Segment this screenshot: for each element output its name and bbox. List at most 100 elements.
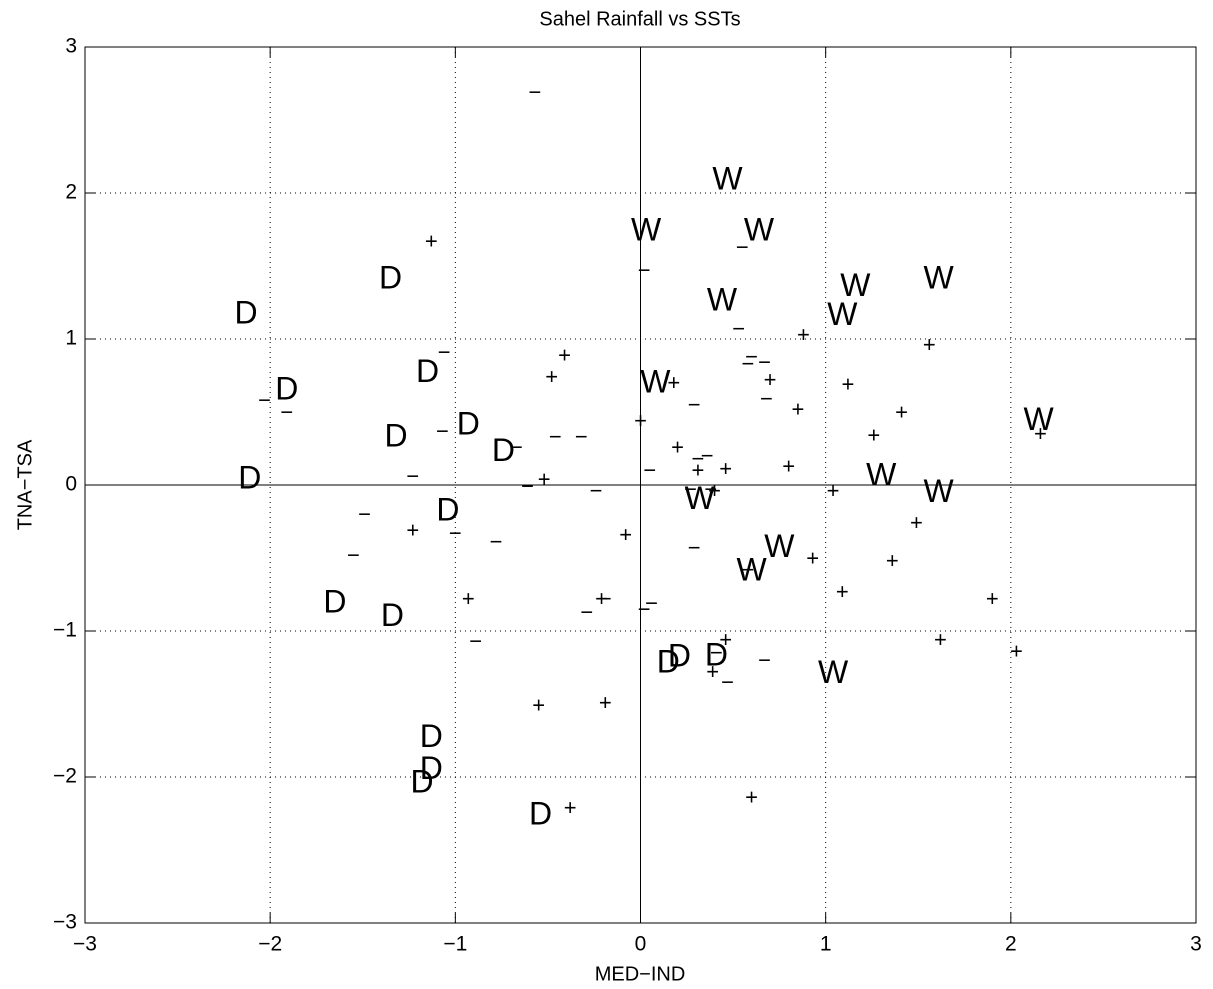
point: D [323, 584, 346, 620]
point: D [235, 295, 258, 331]
point: + [836, 579, 849, 604]
point: − [358, 501, 371, 526]
point: + [745, 785, 758, 810]
point: + [667, 370, 680, 395]
point: − [638, 258, 651, 283]
point: + [867, 423, 880, 448]
point: D [705, 636, 728, 672]
point: + [782, 453, 795, 478]
point: + [910, 510, 923, 535]
point: D [385, 417, 408, 453]
y-tick-label: 1 [65, 327, 77, 350]
point: D [668, 638, 691, 674]
point: + [934, 627, 947, 652]
point: D [416, 353, 439, 389]
point: − [490, 529, 503, 554]
point: D [457, 406, 480, 442]
point: − [684, 477, 697, 502]
point: − [638, 596, 651, 621]
y-tick-label: −3 [53, 911, 77, 934]
point: + [634, 408, 647, 433]
point: − [575, 424, 588, 449]
point: D [529, 795, 552, 831]
point: + [619, 522, 632, 547]
point: + [841, 372, 854, 397]
point: + [719, 456, 732, 481]
point: + [599, 690, 612, 715]
point: D [492, 432, 515, 468]
point: W [924, 260, 955, 296]
point: − [736, 234, 749, 259]
point: − [688, 535, 701, 560]
point: D [238, 460, 261, 496]
point: + [719, 627, 732, 652]
point: W [707, 281, 738, 317]
point: + [986, 586, 999, 611]
point: W [827, 296, 858, 332]
point: W [818, 654, 849, 690]
point: + [923, 332, 936, 357]
point: D [379, 260, 402, 296]
point: W [712, 160, 743, 196]
point: + [558, 342, 571, 367]
point: + [538, 466, 551, 491]
point: W [764, 528, 795, 564]
point: + [532, 693, 545, 718]
point: + [1034, 421, 1047, 446]
point: W [924, 473, 955, 509]
point: D [436, 492, 459, 528]
x-tick-label: 2 [1005, 933, 1017, 956]
point: − [549, 424, 562, 449]
point: − [521, 474, 534, 499]
point: − [436, 418, 449, 443]
point: − [758, 647, 771, 672]
point: − [691, 446, 704, 471]
x-tick-label: 3 [1190, 933, 1202, 956]
point: W [1024, 401, 1055, 437]
y-tick-label: 0 [65, 473, 77, 496]
x-tick-label: 1 [820, 933, 832, 956]
point: + [691, 458, 704, 483]
point: − [704, 477, 717, 502]
point: + [827, 478, 840, 503]
point: − [741, 557, 754, 582]
chart-title: Sahel Rainfall vs SSTs [539, 8, 740, 30]
point: + [708, 478, 721, 503]
x-tick-label: −3 [73, 933, 97, 956]
point: W [640, 363, 671, 399]
point: − [449, 520, 462, 545]
point: − [529, 80, 542, 105]
point: + [425, 228, 438, 253]
y-tick-label: −2 [53, 765, 77, 788]
point: D [420, 718, 443, 754]
x-axis-label: MED−IND [595, 963, 686, 985]
point: − [701, 443, 714, 468]
point: + [1010, 639, 1023, 664]
point: + [406, 518, 419, 543]
point: D [420, 750, 443, 786]
y-tick-label: 2 [65, 181, 77, 204]
point: D [657, 644, 680, 680]
point: + [806, 545, 819, 570]
point: + [797, 322, 810, 347]
y-axis-label: TNA−TSA [14, 439, 36, 530]
x-tick-label: −2 [258, 933, 282, 956]
point: − [280, 399, 293, 424]
point: W [866, 457, 897, 493]
point: D [381, 597, 404, 633]
y-tick-label: 3 [65, 35, 77, 58]
point: − [732, 316, 745, 341]
point: W [631, 211, 662, 247]
point: − [510, 434, 523, 459]
point: − [643, 458, 656, 483]
point: + [764, 367, 777, 392]
point: D [275, 371, 298, 407]
point: W [736, 552, 767, 588]
point: + [791, 396, 804, 421]
point: − [469, 628, 482, 653]
point: + [545, 364, 558, 389]
point: W [744, 211, 775, 247]
point: W [840, 267, 871, 303]
point: + [595, 586, 608, 611]
